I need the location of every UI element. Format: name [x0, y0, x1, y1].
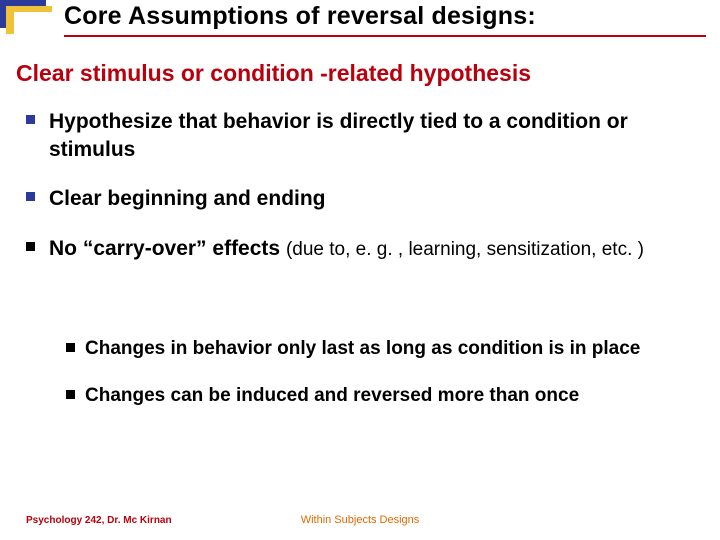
footer-center: Within Subjects Designs	[0, 514, 720, 526]
subheading: Clear stimulus or condition -related hyp…	[16, 60, 704, 87]
sub-bullet-list: Changes in behavior only last as long as…	[66, 336, 696, 430]
sub-bullet-text: Changes in behavior only last as long as…	[85, 336, 640, 361]
bullet-bold: Hypothesize that behavior is directly ti…	[49, 110, 628, 161]
bullet-list: Hypothesize that behavior is directly ti…	[26, 108, 696, 285]
bullet-item: Clear beginning and ending	[26, 185, 696, 213]
sub-bullet-text: Changes can be induced and reversed more…	[85, 383, 579, 408]
bullet-bold: Clear beginning and ending	[49, 187, 326, 210]
sub-bullet-item: Changes can be induced and reversed more…	[66, 383, 696, 408]
square-bullet-icon	[26, 115, 35, 124]
sub-bullet-item: Changes in behavior only last as long as…	[66, 336, 696, 361]
bullet-item: Hypothesize that behavior is directly ti…	[26, 108, 696, 163]
slide: Core Assumptions of reversal designs: Cl…	[0, 0, 720, 540]
bullet-text: Hypothesize that behavior is directly ti…	[49, 108, 696, 163]
title-block: Core Assumptions of reversal designs:	[64, 2, 706, 37]
bullet-item: No “carry-over” effects (due to, e. g. ,…	[26, 235, 696, 263]
square-bullet-icon	[66, 390, 75, 399]
title-underline	[64, 35, 706, 37]
bullet-light: (due to, e. g. , learning, sensitization…	[286, 239, 644, 260]
bullet-text: Clear beginning and ending	[49, 185, 326, 213]
bullet-bold: No “carry-over” effects	[49, 237, 286, 260]
square-bullet-icon	[26, 242, 35, 251]
corner-decoration	[0, 0, 58, 42]
slide-title: Core Assumptions of reversal designs:	[64, 2, 706, 31]
square-bullet-icon	[26, 192, 35, 201]
bullet-text: No “carry-over” effects (due to, e. g. ,…	[49, 235, 644, 263]
square-bullet-icon	[66, 343, 75, 352]
